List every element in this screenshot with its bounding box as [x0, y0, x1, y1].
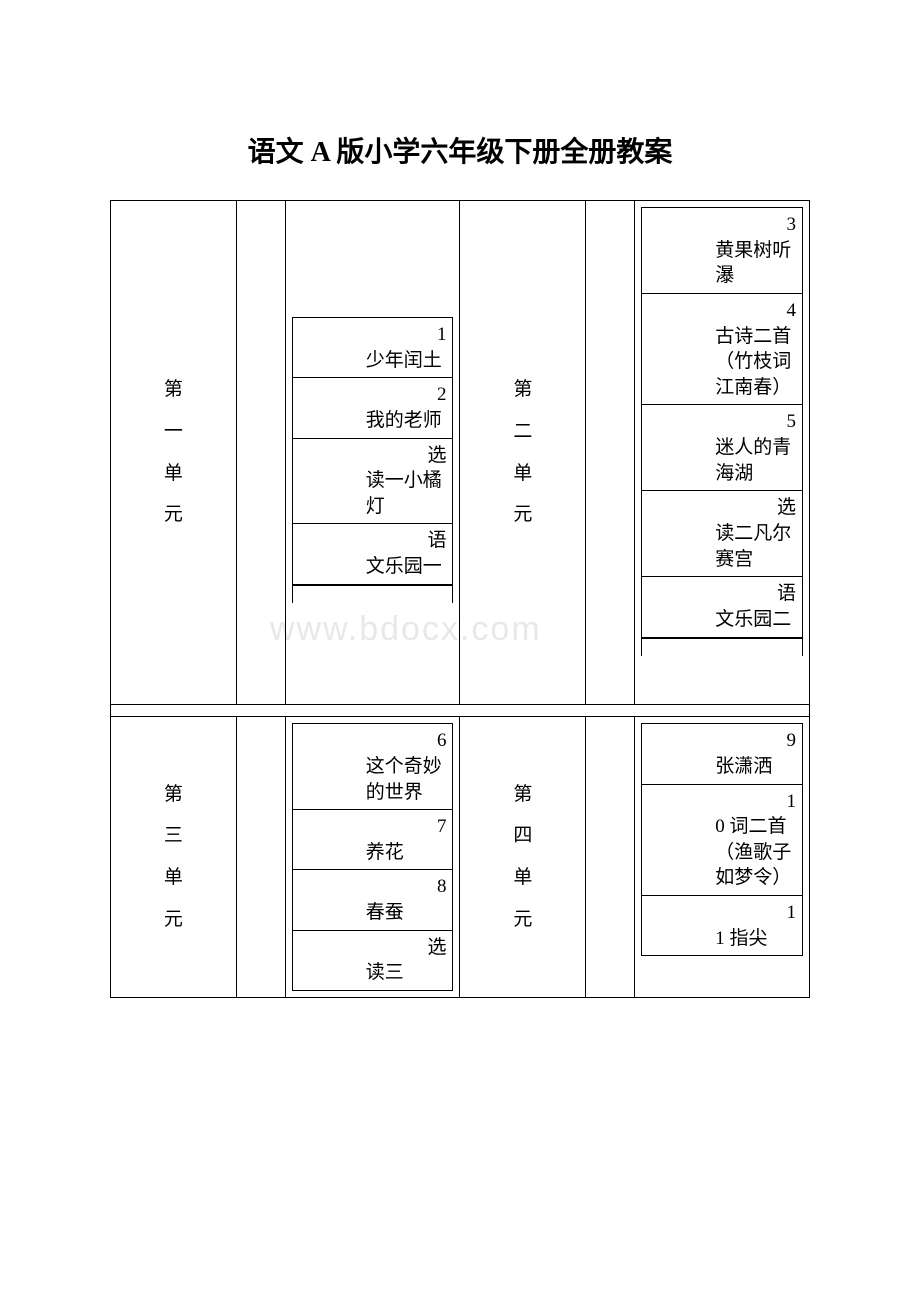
unit-3-label: 第 三 单 元 — [111, 717, 237, 998]
lesson-left-pad — [642, 405, 710, 491]
unit-label-line: 第 — [164, 379, 183, 400]
lesson-cell: 4古诗二首（竹枝词 江南春） — [709, 293, 802, 405]
lesson-number: 8 — [366, 874, 447, 900]
lesson-number: 语 — [366, 528, 447, 554]
lesson-left-pad — [292, 378, 360, 438]
lesson-cell: 8春蚕 — [360, 870, 453, 930]
lesson-number: 7 — [366, 814, 447, 840]
unit-label-line: 四 — [513, 825, 532, 846]
lesson-text: 1 指尖 — [715, 926, 796, 952]
lesson-cell: 6这个奇妙的世界 — [360, 724, 453, 810]
lesson-left-pad — [642, 896, 710, 956]
lesson-text: 0 词二首（渔歌子 如梦令） — [715, 814, 796, 891]
unit-label-line: 元 — [513, 504, 532, 525]
unit-label-line: 单 — [513, 867, 532, 888]
lesson-left-pad — [292, 318, 360, 378]
lesson-number: 选 — [715, 495, 796, 521]
unit-label-line: 单 — [164, 463, 183, 484]
lesson-text: 春蚕 — [366, 900, 447, 926]
lesson-text: 读二凡尔赛宫 — [715, 521, 796, 572]
spacer-col — [236, 717, 285, 998]
unit-4-lessons: 9张潇洒 10 词二首（渔歌子 如梦令） 11 指尖 — [635, 717, 810, 998]
lesson-left-pad — [292, 724, 360, 810]
lesson-number: 2 — [366, 382, 447, 408]
lesson-left-pad — [642, 577, 710, 637]
lesson-cell: 7养花 — [360, 810, 453, 870]
unit-label-line: 一 — [164, 421, 183, 442]
page-title: 语文 A 版小学六年级下册全册教案 — [110, 130, 810, 170]
lesson-text: 养花 — [366, 840, 447, 866]
lesson-left-pad — [642, 491, 710, 577]
lesson-gap — [292, 585, 453, 603]
unit-2-lessons: 3黄果树听瀑 4古诗二首（竹枝词 江南春） 5迷人的青海湖 选读二凡尔赛宫 语文… — [635, 201, 810, 705]
lesson-number: 语 — [715, 581, 796, 607]
spacer-col — [586, 201, 635, 705]
lesson-number: 1 — [366, 322, 447, 348]
lesson-text: 文乐园一 — [366, 554, 447, 580]
lesson-number: 3 — [715, 212, 796, 238]
lesson-number: 4 — [715, 298, 796, 324]
unit-label-line: 元 — [164, 909, 183, 930]
spacer-col — [236, 201, 285, 705]
unit-4-label: 第 四 单 元 — [460, 717, 586, 998]
lesson-cell: 5迷人的青海湖 — [709, 405, 802, 491]
unit-label-line: 三 — [164, 825, 183, 846]
lesson-left-pad — [292, 438, 360, 524]
lesson-cell: 3黄果树听瀑 — [709, 208, 802, 294]
lesson-left-pad — [292, 524, 360, 584]
lesson-cell: 语文乐园二 — [709, 577, 802, 637]
unit-3-lessons: 6这个奇妙的世界 7养花 8春蚕 选读三 — [285, 717, 460, 998]
unit-label-line: 第 — [513, 379, 532, 400]
curriculum-table: 第 一 单 元 1少年闰土 2我的老师 选读一小橘灯 语文乐园一 第 二 单 元… — [110, 200, 810, 998]
lesson-left-pad — [292, 810, 360, 870]
lesson-text: 少年闰土 — [366, 348, 447, 374]
lesson-text: 迷人的青海湖 — [715, 435, 796, 486]
lesson-number: 选 — [366, 935, 447, 961]
lesson-cell: 10 词二首（渔歌子 如梦令） — [709, 784, 802, 896]
lesson-number: 1 — [715, 789, 796, 815]
lesson-left-pad — [642, 208, 710, 294]
lesson-text: 我的老师 — [366, 408, 447, 434]
lesson-text: 古诗二首（竹枝词 江南春） — [715, 324, 796, 401]
lesson-cell: 语文乐园一 — [360, 524, 453, 584]
lesson-left-pad — [292, 930, 360, 990]
unit-1-label: 第 一 单 元 — [111, 201, 237, 705]
lesson-number: 9 — [715, 728, 796, 754]
unit-2-label: 第 二 单 元 — [460, 201, 586, 705]
lesson-cell: 2我的老师 — [360, 378, 453, 438]
lesson-left-pad — [642, 293, 710, 405]
lesson-cell: 选读二凡尔赛宫 — [709, 491, 802, 577]
lesson-text: 黄果树听瀑 — [715, 238, 796, 289]
lesson-left-pad — [642, 784, 710, 896]
lesson-cell: 1少年闰土 — [360, 318, 453, 378]
lesson-cell: 选读三 — [360, 930, 453, 990]
unit-label-line: 第 — [164, 784, 183, 805]
lesson-text: 这个奇妙的世界 — [366, 754, 447, 805]
unit-label-line: 元 — [513, 909, 532, 930]
lesson-text: 张潇洒 — [715, 754, 796, 780]
lesson-number: 6 — [366, 728, 447, 754]
unit-label-line: 单 — [513, 463, 532, 484]
lesson-cell: 9张潇洒 — [709, 724, 802, 784]
lesson-cell: 选读一小橘灯 — [360, 438, 453, 524]
lesson-text: 读三 — [366, 960, 447, 986]
lesson-text: 读一小橘灯 — [366, 468, 447, 519]
lesson-number: 5 — [715, 409, 796, 435]
unit-label-line: 第 — [513, 784, 532, 805]
lesson-number: 选 — [366, 443, 447, 469]
unit-label-line: 元 — [164, 504, 183, 525]
unit-label-line: 单 — [164, 867, 183, 888]
lesson-left-pad — [292, 870, 360, 930]
lesson-cell: 11 指尖 — [709, 896, 802, 956]
spacer-col — [586, 717, 635, 998]
table-spacer — [111, 705, 810, 717]
unit-label-line: 二 — [513, 421, 532, 442]
lesson-text: 文乐园二 — [715, 607, 796, 633]
unit-1-lessons: 1少年闰土 2我的老师 选读一小橘灯 语文乐园一 — [285, 201, 460, 705]
lesson-left-pad — [642, 724, 710, 784]
lesson-number: 1 — [715, 900, 796, 926]
